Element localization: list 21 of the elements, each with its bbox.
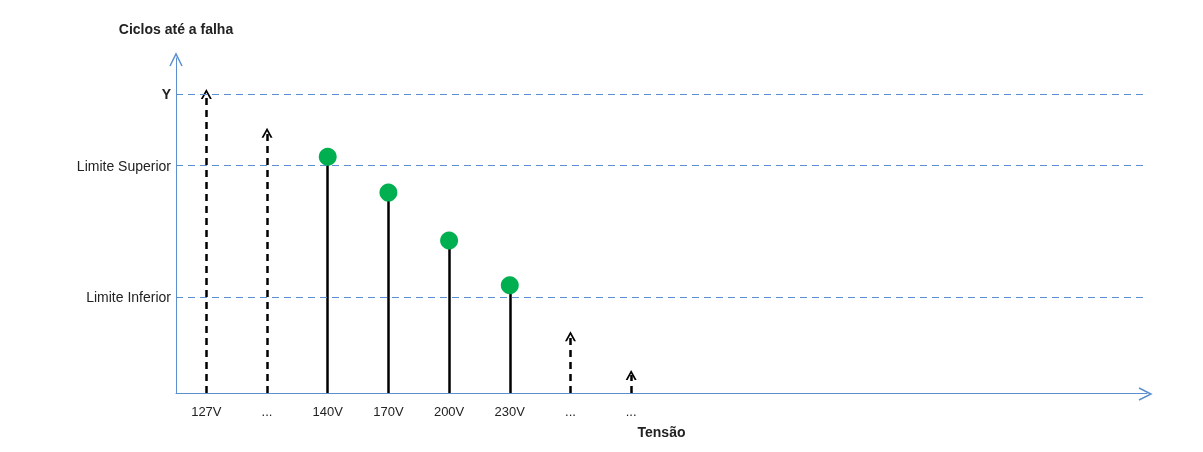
y-axis-title: Ciclos até a falha <box>118 21 234 37</box>
x-tick-label: 200V <box>433 404 465 419</box>
x-tick-label: 230V <box>494 404 526 419</box>
point <box>261 127 273 138</box>
x-axis-title: Tensão <box>637 424 686 440</box>
ref-line-label: Y <box>161 85 172 102</box>
point <box>500 276 519 295</box>
x-tick-label: 127V <box>191 404 222 419</box>
x-tick-label: ... <box>565 404 576 419</box>
x-tick-label: 140V <box>312 404 344 419</box>
point <box>440 231 459 250</box>
point <box>318 147 337 166</box>
point <box>379 183 398 202</box>
point <box>625 370 637 381</box>
x-tick-label: ... <box>625 404 637 419</box>
ref-line-label: Limite Inferior <box>86 289 172 306</box>
point <box>200 88 212 99</box>
x-tick-label: 170V <box>373 404 404 419</box>
ref-line-label: Limite Superior <box>76 157 172 174</box>
x-tick-label: ... <box>261 404 273 419</box>
point <box>564 331 576 342</box>
